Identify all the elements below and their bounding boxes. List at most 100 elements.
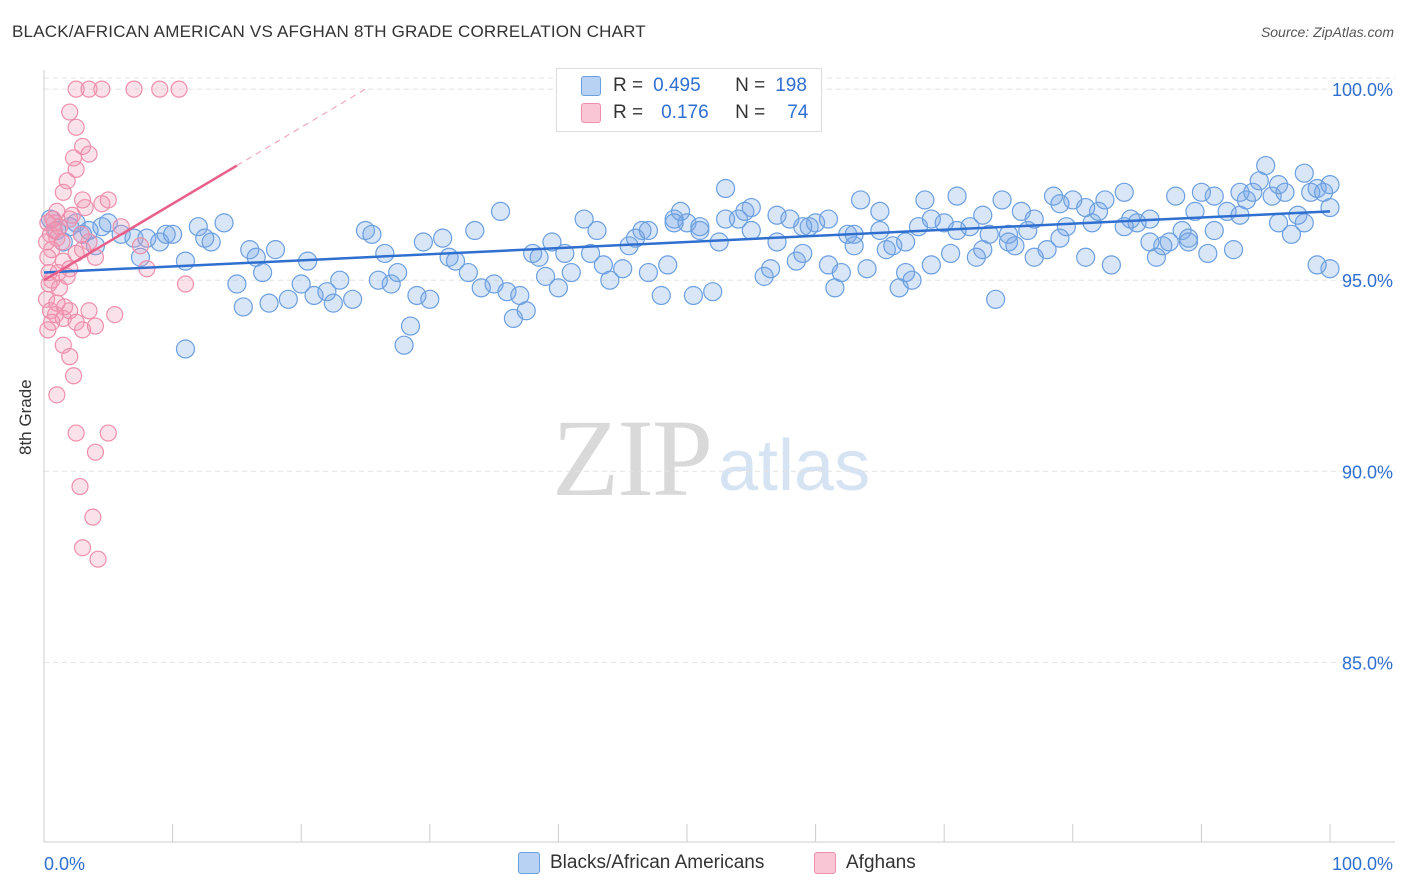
point-black (343, 289, 363, 309)
point-black (529, 247, 549, 267)
point-black (516, 301, 536, 321)
bottom-legend-label: Afghans (846, 852, 916, 873)
point-black (664, 213, 684, 233)
point-black (420, 289, 440, 309)
point-black (921, 255, 941, 275)
y-tick-label: 90.0% (1342, 462, 1393, 482)
trend-line-black (43, 210, 1331, 274)
point-black (1076, 197, 1096, 218)
point-black (201, 232, 221, 252)
point-black (715, 178, 736, 199)
point-black (851, 190, 871, 210)
legend-n-value: 74 (787, 102, 809, 123)
point-black (188, 217, 208, 237)
point-black (1223, 240, 1244, 260)
point-black (1101, 255, 1121, 275)
point-black (1268, 213, 1289, 233)
point-black (786, 251, 806, 271)
legend-row-black: R = 0.495 N = 198 (581, 73, 807, 99)
point-black (1268, 175, 1289, 195)
bottom-legend-label: Blacks/African Americans (550, 852, 765, 873)
point-afghan (93, 80, 111, 98)
point-black (1159, 232, 1179, 252)
point-afghan (99, 424, 117, 442)
tick-labels: 85.0% 90.0% 95.0% 100.0% 0.0% 100.0% (44, 80, 1393, 874)
point-black (400, 316, 421, 336)
point-black (175, 339, 196, 359)
point-afghan (170, 80, 188, 98)
point-black (240, 240, 260, 260)
point-afghan (76, 198, 94, 217)
legend-r-value: 0.176 (661, 102, 709, 123)
point-black (542, 232, 562, 252)
point-black (1320, 259, 1340, 279)
point-black (1198, 243, 1218, 264)
point-black (683, 285, 704, 306)
point-black (960, 217, 980, 237)
point-afghan (53, 233, 71, 251)
bottom-legend-swatch-afghan (814, 852, 836, 874)
x-tick-label: 100.0% (1332, 854, 1393, 874)
point-afghan (73, 539, 92, 557)
point-black (1262, 186, 1282, 206)
point-black (1076, 247, 1096, 267)
legend-swatch-black (581, 76, 601, 96)
point-black (947, 186, 967, 206)
point-black (1050, 228, 1070, 248)
point-afghan (131, 237, 150, 255)
point-black (638, 262, 659, 283)
point-black (1275, 182, 1295, 202)
point-black (741, 197, 761, 218)
point-black (535, 266, 556, 286)
point-black (1095, 190, 1115, 210)
point-black (973, 205, 993, 225)
point-afghan (71, 477, 89, 496)
point-black (767, 205, 787, 225)
point-black (1256, 155, 1276, 176)
point-black (304, 285, 324, 306)
point-black (227, 274, 247, 294)
point-black (580, 243, 601, 264)
point-afghan (72, 225, 90, 243)
point-black (992, 190, 1012, 210)
trend-line-afghan (43, 164, 238, 282)
point-afghan (84, 508, 102, 526)
legend-r-value: 0.495 (653, 75, 701, 96)
point-afghan (55, 298, 74, 316)
point-black (1043, 186, 1064, 206)
point-afghan (67, 80, 85, 98)
point-afghan (151, 80, 169, 98)
point-black (1037, 240, 1057, 260)
point-black (253, 262, 273, 283)
point-black (638, 220, 659, 241)
point-black (941, 243, 961, 264)
point-black (574, 209, 594, 229)
legend-row-afghan: R = 0.176 N = 74 (581, 100, 808, 126)
point-black (1281, 224, 1302, 244)
point-afghan (63, 206, 81, 224)
point-black (986, 289, 1006, 309)
point-black (741, 220, 761, 241)
x-tick-label: 0.0% (44, 854, 85, 874)
point-black (317, 282, 337, 302)
point-afghan (64, 149, 83, 167)
point-black (1056, 217, 1076, 237)
y-tick-label: 95.0% (1342, 271, 1393, 291)
point-black (966, 247, 986, 267)
point-black (1307, 255, 1327, 275)
point-afghan (86, 443, 105, 461)
point-afghan (67, 424, 85, 442)
point-black (690, 220, 710, 241)
chart-title: BLACK/AFRICAN AMERICAN VS AFGHAN 8TH GRA… (12, 22, 646, 41)
point-black (651, 285, 671, 306)
point-black (413, 232, 433, 252)
point-black (465, 220, 485, 241)
point-black (793, 217, 813, 237)
point-afghan (80, 80, 98, 98)
point-black (265, 240, 286, 260)
point-afghan (64, 367, 83, 385)
point-black (632, 220, 652, 241)
point-black (561, 262, 581, 283)
point-black (381, 274, 401, 294)
point-afghan (73, 321, 92, 339)
